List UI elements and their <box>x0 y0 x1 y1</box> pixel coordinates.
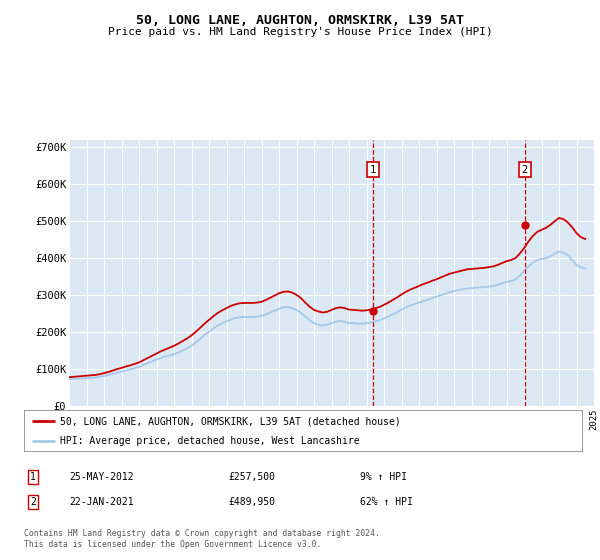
Text: 62% ↑ HPI: 62% ↑ HPI <box>360 497 413 507</box>
Text: 2: 2 <box>522 165 528 175</box>
Text: Contains HM Land Registry data © Crown copyright and database right 2024.
This d: Contains HM Land Registry data © Crown c… <box>24 529 380 549</box>
Text: 22-JAN-2021: 22-JAN-2021 <box>69 497 134 507</box>
Text: 50, LONG LANE, AUGHTON, ORMSKIRK, L39 5AT: 50, LONG LANE, AUGHTON, ORMSKIRK, L39 5A… <box>136 14 464 27</box>
Text: 9% ↑ HPI: 9% ↑ HPI <box>360 472 407 482</box>
Text: 1: 1 <box>370 165 376 175</box>
Text: 2: 2 <box>30 497 36 507</box>
Text: £489,950: £489,950 <box>228 497 275 507</box>
Text: HPI: Average price, detached house, West Lancashire: HPI: Average price, detached house, West… <box>60 436 360 446</box>
Text: 1: 1 <box>30 472 36 482</box>
Text: Price paid vs. HM Land Registry's House Price Index (HPI): Price paid vs. HM Land Registry's House … <box>107 27 493 37</box>
Text: 50, LONG LANE, AUGHTON, ORMSKIRK, L39 5AT (detached house): 50, LONG LANE, AUGHTON, ORMSKIRK, L39 5A… <box>60 417 401 426</box>
Text: £257,500: £257,500 <box>228 472 275 482</box>
Text: 25-MAY-2012: 25-MAY-2012 <box>69 472 134 482</box>
